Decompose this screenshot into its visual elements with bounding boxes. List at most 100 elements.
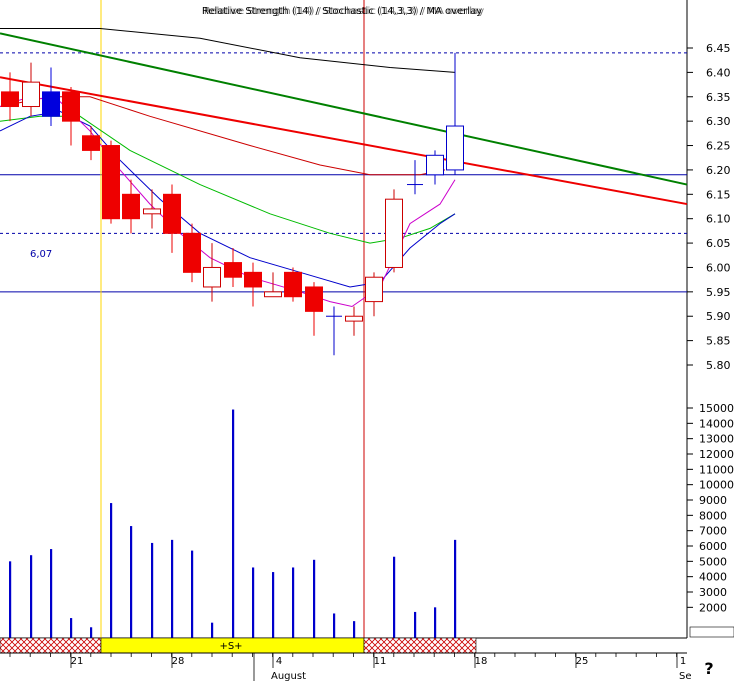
date-tick-label: 28 [172, 656, 185, 667]
candle-body [183, 232, 201, 273]
volume-bar [211, 622, 214, 638]
volume-tick-label: 6000 [699, 540, 727, 553]
volume-tick-label: 7000 [699, 525, 727, 538]
help-icon[interactable]: ? [704, 659, 713, 678]
candle-body [244, 271, 262, 288]
volume-bar [110, 503, 113, 638]
signal-band-segment [363, 637, 477, 654]
signal-band [0, 637, 477, 654]
candle [22, 62, 40, 117]
candle-body [102, 145, 120, 220]
candle [284, 267, 302, 302]
candle-body [203, 266, 221, 288]
scroll-handle [689, 626, 734, 638]
candle-body [62, 91, 80, 122]
candle-body [122, 193, 140, 220]
date-tick-label: 18 [475, 656, 488, 667]
volume-bar [232, 409, 235, 638]
volume-bar [171, 539, 174, 638]
candle [163, 184, 181, 253]
moving-average-0 [0, 28, 456, 73]
date-axis: 21 28 4 11 18 25 1 [0, 652, 687, 681]
date-tick-label: 25 [576, 656, 589, 667]
volume-tick-label: 5000 [699, 555, 727, 568]
volume-tick-label: 15000 [699, 402, 734, 415]
signal-band-label: +S+ [219, 641, 242, 652]
month-label: August [271, 671, 306, 681]
date-tick-label: 4 [276, 656, 282, 667]
candlesticks [1, 52, 464, 356]
volume-bar [9, 561, 12, 638]
candle [42, 67, 60, 127]
candle [326, 306, 342, 356]
date-tick-label: 21 [71, 656, 84, 667]
volume-tick-label: 11000 [699, 463, 734, 476]
volume-bar [90, 627, 93, 638]
volume-tick-label: 13000 [699, 433, 734, 446]
signal-band-segment [0, 637, 102, 654]
volume-tick-label: 2000 [699, 601, 727, 614]
candle-body [42, 91, 60, 117]
trend-lines [0, 32, 688, 206]
candle [183, 223, 201, 283]
candle [244, 262, 262, 307]
volume-tick-label: 4000 [699, 571, 727, 584]
date-tick-label: 1 [680, 656, 686, 667]
candle-body [385, 198, 403, 268]
volume-bar [191, 550, 194, 638]
candle [407, 160, 423, 195]
price-axis-ticks: 6.45 6.40 6.35 6.30 6.25 6.20 6.15 6.10 6.05 6.00… [687, 42, 731, 372]
price-tick-label: 5.90 [706, 310, 731, 323]
candle [122, 179, 140, 234]
candle [143, 189, 161, 229]
volume-bar [70, 618, 73, 638]
price-tick-label: 6.05 [706, 237, 731, 250]
candle-body [264, 291, 282, 298]
volume-bar [353, 621, 356, 638]
volume-tick-label: 9000 [699, 494, 727, 507]
volume-tick-label: 14000 [699, 417, 734, 430]
price-tick-label: 6.15 [706, 188, 731, 201]
candle [82, 126, 100, 161]
candle-body [1, 91, 19, 108]
candle-body [163, 193, 181, 234]
candle-body [22, 81, 40, 108]
candle-body [143, 208, 161, 215]
volume-bar [313, 559, 316, 638]
volume-axis-ticks: 15000 14000 13000 12000 11000 10000 9000 8000 70… [687, 402, 734, 638]
volume-bar [30, 555, 33, 638]
month-corner-label: Se [679, 671, 692, 681]
candle [1, 72, 19, 122]
candle [446, 52, 464, 175]
volume-bar [252, 567, 255, 638]
candle [365, 272, 383, 317]
candle-body [305, 286, 323, 312]
price-tick-label: 6.40 [706, 66, 731, 79]
price-tick-label: 5.95 [706, 286, 731, 299]
price-tick-label: 5.85 [706, 335, 731, 348]
candle-body [446, 125, 464, 171]
volume-bar [130, 526, 133, 638]
vertical-marker-lines [100, 0, 365, 638]
volume-bars [9, 409, 457, 638]
volume-bar [333, 613, 336, 638]
price-tick-label: 5.80 [706, 359, 731, 372]
volume-tick-label: 8000 [699, 509, 727, 522]
candle [385, 189, 403, 273]
price-tick-label: 6.20 [706, 164, 731, 177]
candle [224, 247, 242, 287]
price-tick-label: 6.00 [706, 261, 731, 274]
candle [426, 150, 444, 185]
volume-bar [414, 611, 417, 638]
volume-bar [434, 607, 437, 638]
price-tick-label: 6.10 [706, 213, 731, 226]
volume-bar [151, 542, 154, 638]
chart-title-overlap: Relative Strength (14) / Stochastic (14,… [204, 6, 484, 17]
candle [102, 140, 120, 224]
price-tick-label: 6.30 [706, 115, 731, 128]
trend-line-1 [0, 76, 688, 206]
price-tick-label: 6.35 [706, 91, 731, 104]
volume-bar [393, 556, 396, 638]
price-tick-label: 6.25 [706, 140, 731, 153]
